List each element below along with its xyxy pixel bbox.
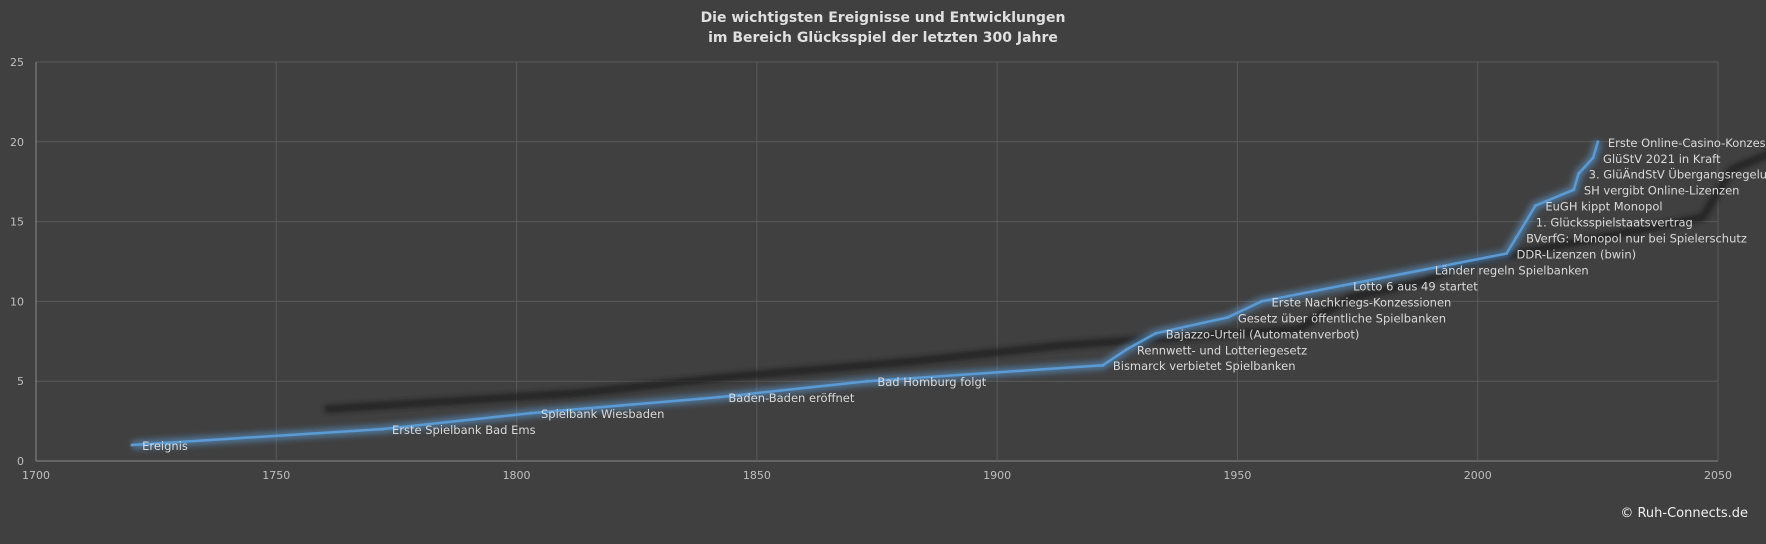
data-point — [1505, 252, 1509, 256]
data-label: Spielbank Wiesbaden — [541, 407, 664, 421]
data-point — [1341, 283, 1345, 287]
y-tick-label: 20 — [10, 136, 24, 149]
data-point — [1514, 236, 1518, 240]
data-label: Erste Online-Casino-Konzessionen — [1608, 136, 1766, 150]
data-label: 3. GlüÄndStV Übergangsregelung — [1589, 166, 1766, 182]
y-tick-label: 5 — [17, 375, 24, 388]
x-tick-label: 1900 — [983, 469, 1011, 482]
data-point — [1524, 220, 1528, 224]
data-point — [529, 411, 533, 415]
data-label: Länder regeln Spielbanken — [1435, 263, 1589, 277]
series-line — [132, 141, 1600, 447]
chart-title: Die wichtigsten Ereignisse und Entwicklu… — [0, 8, 1766, 48]
data-point — [1577, 172, 1581, 176]
data-label: Gesetz über öffentliche Spielbanken — [1238, 311, 1446, 325]
data-point — [1101, 363, 1105, 367]
data-label: Rennwett- und Lotteriegesetz — [1137, 343, 1307, 357]
data-label: Erste Nachkriegs-Konzessionen — [1271, 295, 1451, 309]
x-tick-label: 1950 — [1223, 469, 1251, 482]
data-point — [1591, 156, 1595, 160]
data-point — [1125, 347, 1129, 351]
data-point — [1259, 299, 1263, 303]
data-label: Erste Spielbank Bad Ems — [392, 423, 536, 437]
y-tick-label: 15 — [10, 216, 24, 229]
data-point — [1423, 267, 1427, 271]
data-point — [865, 379, 869, 383]
x-tick-label: 1850 — [743, 469, 771, 482]
data-point — [380, 427, 384, 431]
data-point — [130, 443, 134, 447]
data-label: Bismarck verbietet Spielbanken — [1113, 359, 1296, 373]
copyright: © Ruh-Connects.de — [1620, 506, 1748, 521]
data-point — [1596, 140, 1600, 144]
data-label: Ereignis — [142, 439, 188, 453]
x-tick-label: 2050 — [1704, 469, 1732, 482]
data-label: Lotto 6 aus 49 startet — [1353, 279, 1478, 293]
y-tick-label: 0 — [17, 455, 24, 468]
x-tick-label: 2000 — [1464, 469, 1492, 482]
data-point — [716, 395, 720, 399]
data-label: Bad Homburg folgt — [877, 375, 986, 389]
y-tick-label: 10 — [10, 295, 24, 308]
x-tick-label: 1700 — [22, 469, 50, 482]
x-tick-label: 1800 — [503, 469, 531, 482]
data-label: DDR-Lizenzen (bwin) — [1517, 248, 1637, 262]
data-label: BVerfG: Monopol nur bei Spielerschutz — [1526, 232, 1747, 246]
data-label: SH vergibt Online-Lizenzen — [1584, 184, 1740, 198]
data-point — [1226, 315, 1230, 319]
data-label: GlüStV 2021 in Kraft — [1603, 152, 1721, 166]
chart-title-line-2: im Bereich Glücksspiel der letzten 300 J… — [708, 30, 1058, 46]
data-point — [1154, 331, 1158, 335]
data-label: Bajazzo-Urteil (Automatenverbot) — [1166, 327, 1360, 341]
data-label: EuGH kippt Monopol — [1545, 200, 1662, 214]
chart-title-line-1: Die wichtigsten Ereignisse und Entwicklu… — [700, 10, 1066, 26]
x-tick-label: 1750 — [262, 469, 290, 482]
data-point — [1572, 188, 1576, 192]
data-point — [1533, 204, 1537, 208]
data-label: Baden-Baden eröffnet — [728, 391, 854, 405]
data-label: 1. Glücksspielstaatsvertrag — [1536, 216, 1693, 230]
y-tick-label: 25 — [10, 56, 24, 69]
